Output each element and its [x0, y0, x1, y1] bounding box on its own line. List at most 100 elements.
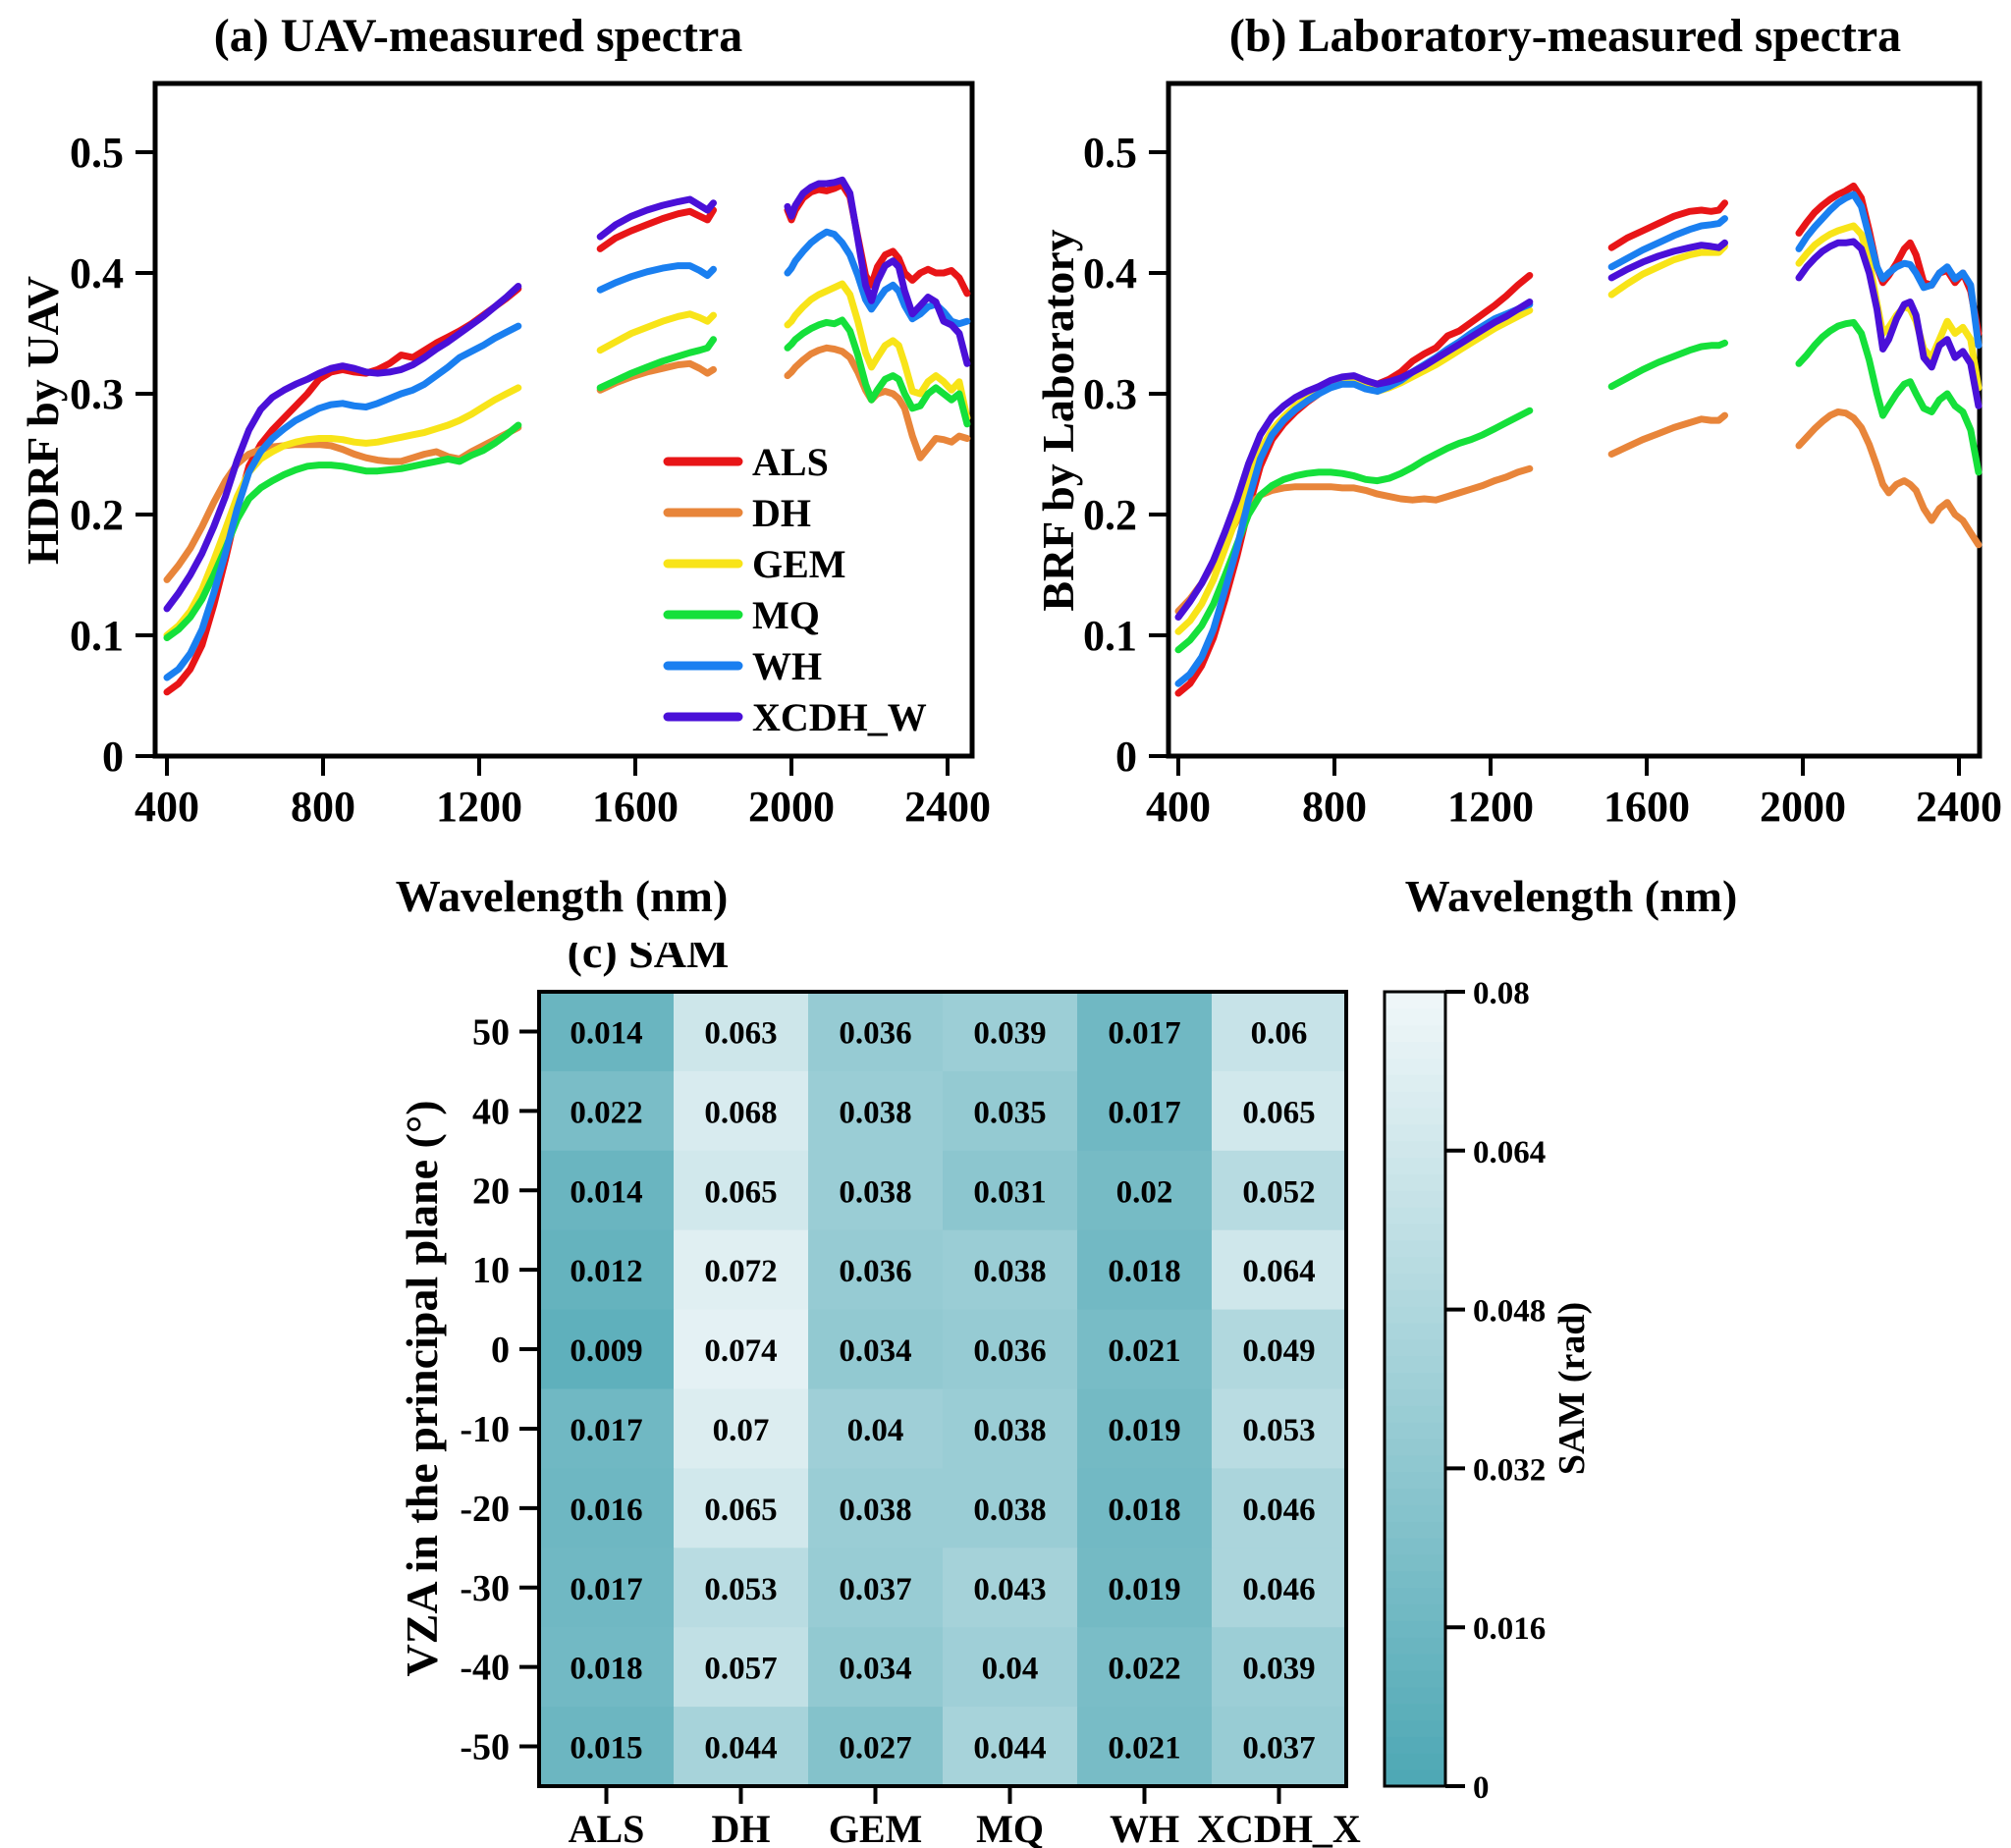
heatmap-cell-value: 0.021	[1108, 1333, 1180, 1369]
heatmap-cell	[674, 1548, 809, 1628]
x-tick-label: 800	[1302, 783, 1367, 831]
line-xcdh_w	[596, 195, 717, 241]
colorbar-tick-label: 0.064	[1473, 1135, 1546, 1170]
heatmap-cell	[1212, 1707, 1347, 1787]
x-tick-label: 400	[1146, 783, 1211, 831]
colorbar-gradient-step	[1385, 1140, 1445, 1159]
heatmap-cell-value: 0.009	[570, 1333, 642, 1369]
line-xcdh_w	[1795, 238, 1983, 409]
legend-label-wh: WH	[752, 644, 822, 688]
heatmap-cell-value: 0.014	[570, 1174, 642, 1210]
heatmap-cell-value: 0.039	[973, 1015, 1046, 1051]
heatmap-cell	[1077, 992, 1213, 1072]
heatmap-cell	[539, 1388, 675, 1469]
colorbar-gradient-step	[1385, 1223, 1445, 1241]
line-mq	[1607, 339, 1728, 391]
heatmap-cell-value: 0.053	[704, 1572, 777, 1607]
colorbar-gradient-step	[1385, 1454, 1445, 1473]
colorbar-gradient-step	[1385, 1735, 1445, 1754]
heatmap-cell-value: 0.016	[570, 1493, 642, 1528]
line-als	[596, 206, 717, 252]
heatmap-cell-value: 0.038	[839, 1095, 911, 1130]
heatmap-cell	[1077, 1229, 1213, 1311]
heatmap-cell-value: 0.017	[570, 1572, 642, 1607]
colorbar-gradient-step	[1385, 1388, 1445, 1406]
heatmap-cell	[539, 1229, 675, 1311]
col-label: ALS	[569, 1807, 645, 1848]
colorbar-gradient-step	[1385, 1355, 1445, 1374]
heatmap-cell	[674, 1707, 809, 1787]
heatmap-cell	[808, 1548, 944, 1628]
heatmap-cell	[1077, 1468, 1213, 1549]
heatmap-cell	[674, 1388, 809, 1469]
colorbar-gradient-step	[1385, 1123, 1445, 1142]
panel-a-y-axis-label: HDRF by UAV	[18, 276, 68, 565]
heatmap-cell	[808, 1468, 944, 1549]
x-tick-label: 1200	[436, 783, 522, 831]
heatmap-cell-value: 0.015	[570, 1731, 642, 1766]
colorbar-gradient-step	[1385, 1041, 1445, 1059]
heatmap-cell-value: 0.06	[1251, 1015, 1308, 1051]
heatmap-cell-value: 0.044	[973, 1731, 1046, 1766]
heatmap-cell-value: 0.064	[1242, 1254, 1315, 1289]
heatmap-cell	[808, 1150, 944, 1231]
heatmap-cell-value: 0.036	[973, 1333, 1046, 1369]
heatmap-cell-value: 0.035	[973, 1095, 1046, 1130]
heatmap-cell	[674, 1627, 809, 1708]
row-label: -40	[460, 1648, 510, 1689]
heatmap-cell	[539, 1468, 675, 1549]
heatmap-cell-value: 0.018	[1108, 1493, 1180, 1528]
colorbar-gradient-step	[1385, 1273, 1445, 1290]
heatmap-cell-value: 0.038	[973, 1254, 1046, 1289]
colorbar-gradient-step	[1385, 1669, 1445, 1688]
heatmap-cell-value: 0.068	[704, 1095, 777, 1130]
heatmap-frame	[537, 990, 1348, 1788]
row-label: 0	[491, 1330, 510, 1371]
legend-label-als: ALS	[752, 440, 829, 484]
colorbar-gradient-step	[1385, 1471, 1445, 1490]
heatmap-cell-value: 0.07	[713, 1413, 770, 1448]
heatmap-cell	[1212, 1388, 1347, 1469]
colorbar-frame	[1383, 990, 1447, 1788]
line-wh	[1174, 300, 1534, 687]
colorbar-gradient-step	[1385, 1305, 1445, 1324]
colorbar-gradient-step	[1385, 1768, 1445, 1787]
y-tick-label: 0	[102, 733, 124, 781]
colorbar-gradient-step	[1385, 1239, 1445, 1258]
heatmap-cell-value: 0.038	[973, 1493, 1046, 1528]
colorbar-gradient-step	[1385, 991, 1445, 1009]
heatmap-cell-value: 0.038	[839, 1493, 911, 1528]
colorbar-gradient-step	[1385, 1206, 1445, 1224]
colorbar-gradient-step	[1385, 1438, 1445, 1456]
colorbar-gradient-step	[1385, 1636, 1445, 1655]
x-tick-label: 1600	[1603, 783, 1690, 831]
line-dh	[1607, 411, 1728, 458]
x-tick-label: 2400	[904, 783, 991, 831]
heatmap-cell	[674, 992, 809, 1072]
heatmap-cell	[539, 1548, 675, 1628]
heatmap-cell-value: 0.034	[839, 1333, 911, 1369]
legend-label-dh: DH	[752, 491, 811, 535]
colorbar-gradient-step	[1385, 1057, 1445, 1075]
row-label: -20	[460, 1489, 510, 1530]
colorbar-gradient-step	[1385, 1338, 1445, 1357]
heatmap-cell	[808, 1707, 944, 1787]
colorbar-gradient-step	[1385, 1603, 1445, 1621]
heatmap-cell-value: 0.031	[973, 1174, 1046, 1210]
lab-spectra-plot-area: 400 800 1200 1600 2000 2400 0 0.1 0.2 0.3 0.4 0.5	[1083, 81, 2002, 831]
colorbar-gradient-step	[1385, 1553, 1445, 1572]
colorbar-gradient-step	[1385, 1007, 1445, 1026]
heatmap-cell-value: 0.012	[570, 1254, 642, 1289]
row-label: -30	[460, 1568, 510, 1609]
heatmap-cell-value: 0.014	[570, 1015, 642, 1051]
heatmap-cell-value: 0.027	[839, 1731, 911, 1766]
heatmap-cell-value: 0.053	[1242, 1413, 1315, 1448]
heatmap-cell-value: 0.063	[704, 1015, 777, 1051]
col-label: GEM	[829, 1807, 923, 1848]
heatmap-cell-value: 0.022	[570, 1095, 642, 1130]
col-label: XCDH_X	[1197, 1807, 1361, 1848]
line-wh	[1607, 215, 1728, 271]
heatmap-cell	[943, 1468, 1078, 1549]
heatmap-cell-value: 0.037	[839, 1572, 911, 1607]
